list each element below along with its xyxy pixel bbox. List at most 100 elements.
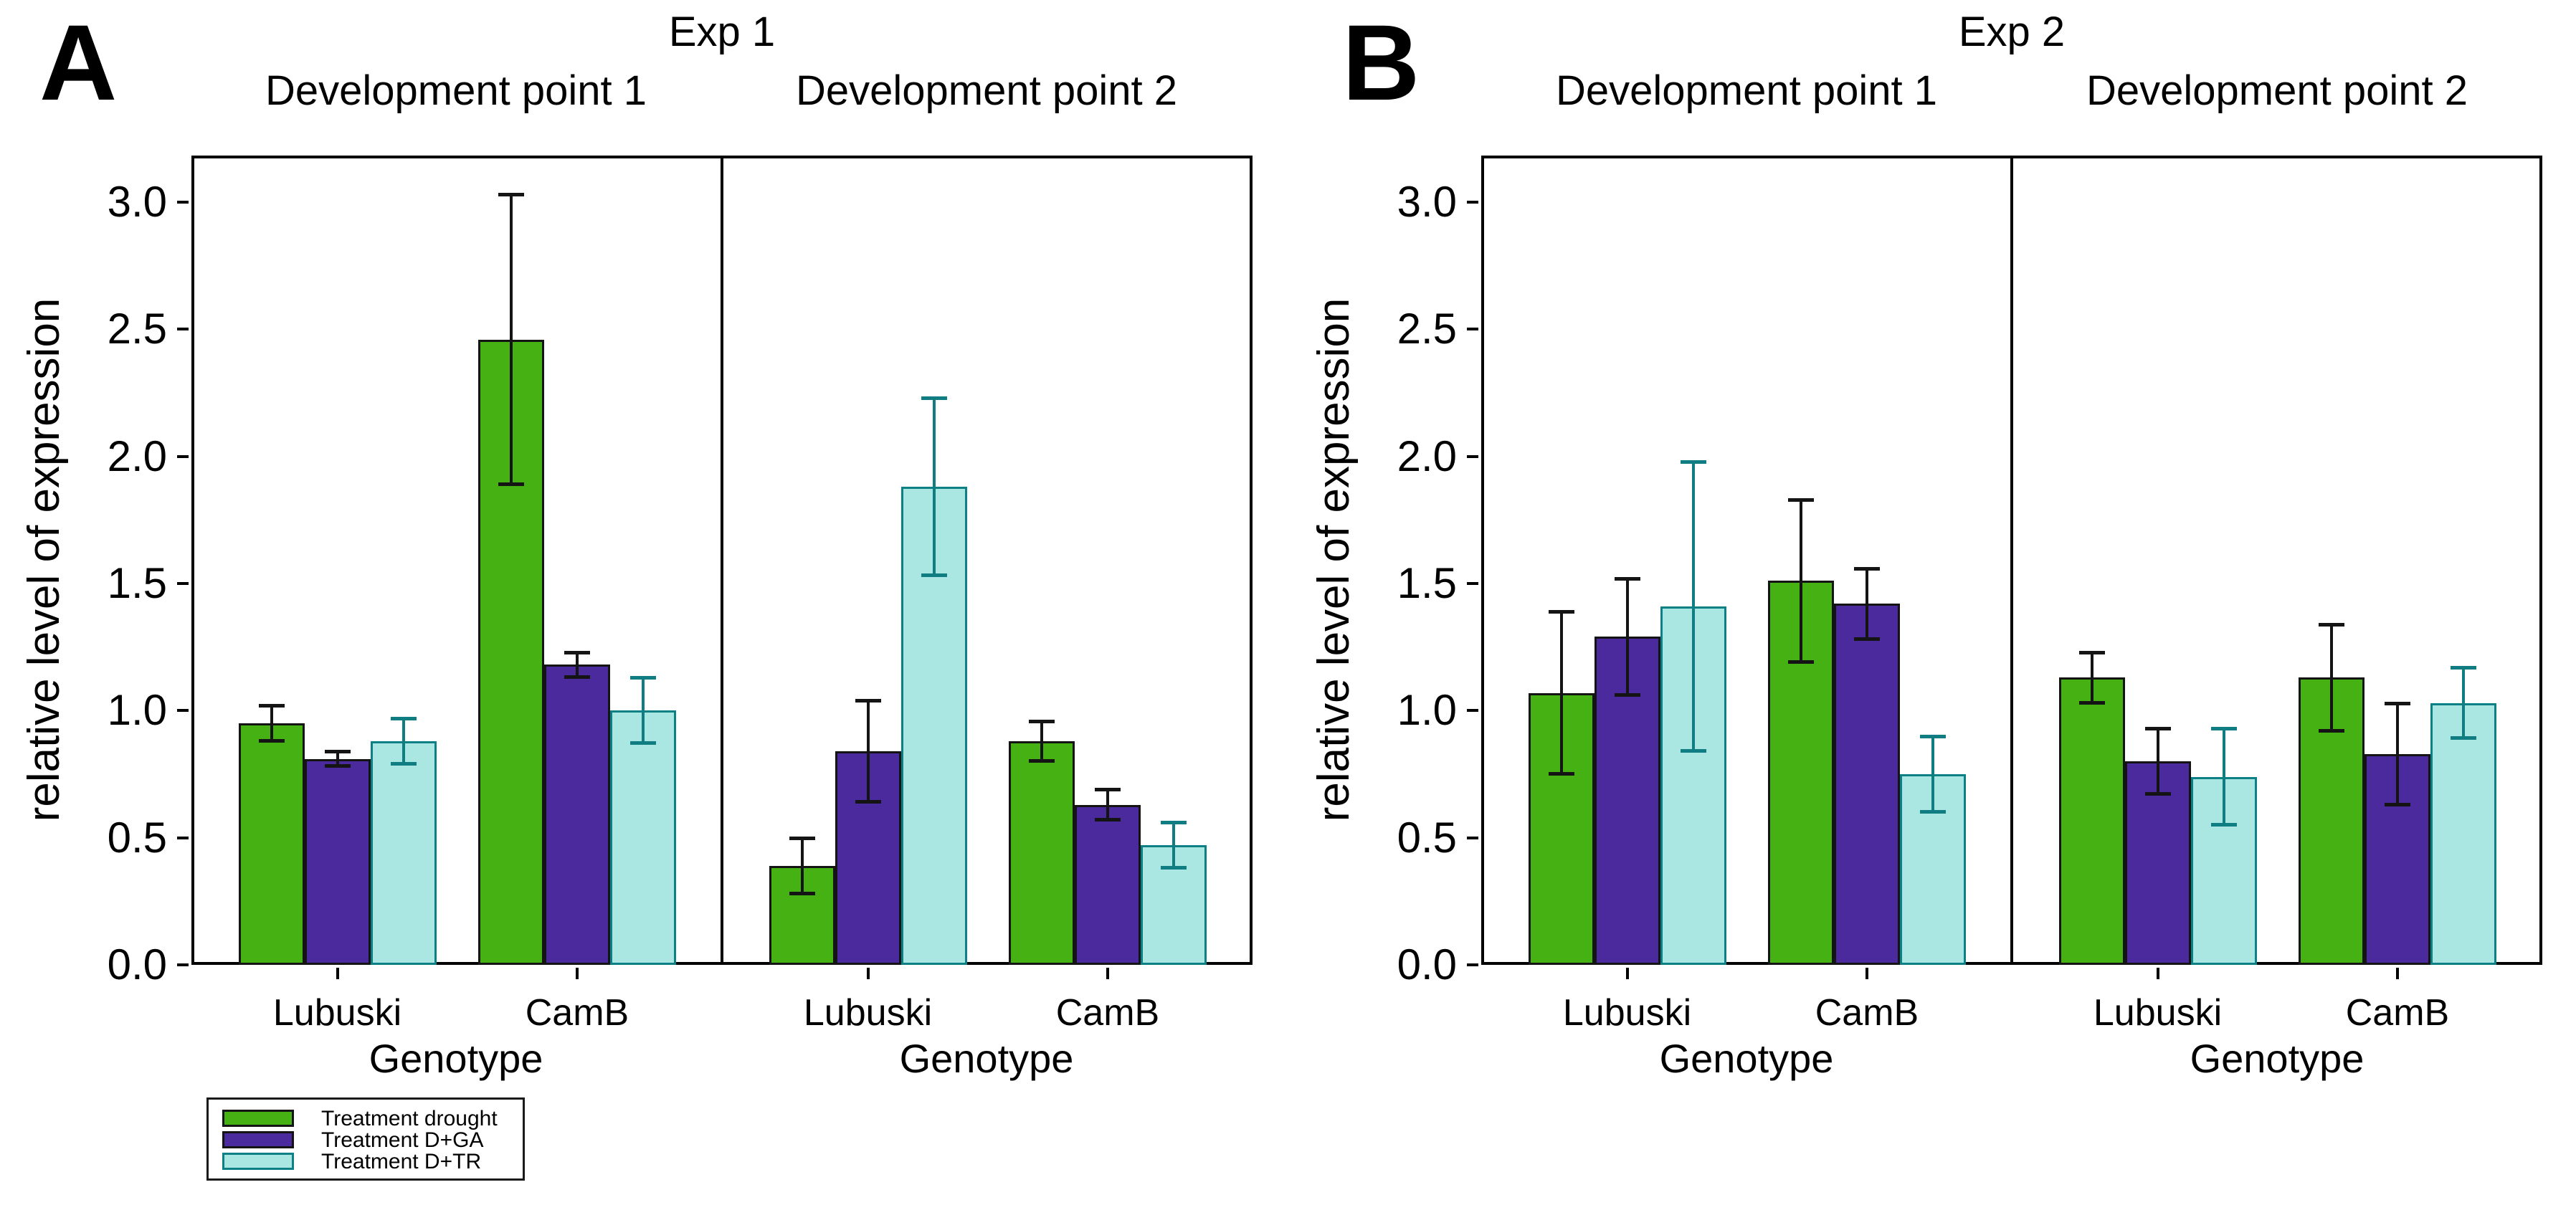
error-cap-top-exp1-dev2-camb-drought [1028, 719, 1055, 723]
error-cap-top-exp1-dev1-camb-drought [498, 193, 524, 197]
error-bar-exp2-dev1-camb-dtr [1931, 735, 1934, 813]
error-bar-exp2-dev1-camb-drought [1799, 499, 1802, 662]
bar-exp2-dev2-lubuski-drought [2058, 677, 2125, 965]
bar-exp1-dev1-lubuski-drought [238, 723, 305, 965]
error-bar-exp2-dev1-lubuski-drought [1559, 611, 1563, 774]
panel-b-facet2-x-axis-label: Genotype [2190, 1036, 2364, 1081]
error-cap-top-exp1-dev1-camb-dtr [629, 676, 656, 680]
error-bar-exp1-dev2-lubuski-dtr [932, 398, 936, 576]
bar-exp2-dev1-lubuski-drought [1528, 692, 1594, 965]
error-cap-top-exp1-dev1-lubuski-dga [324, 750, 351, 754]
bar-exp2-dev2-lubuski-dtr [2190, 776, 2257, 965]
error-cap-bottom-exp1-dev1-lubuski-drought [258, 738, 285, 743]
y-tick-label-exp2-0.0: 0.0 [1397, 940, 1457, 989]
x-category-label-exp1-dev1-camb: CamB [525, 992, 629, 1034]
legend-label-2: Treatment D+GA [321, 1128, 484, 1152]
error-cap-top-exp2-dev2-lubuski-dtr [2210, 727, 2237, 731]
error-cap-top-exp1-dev1-lubuski-dtr [390, 716, 417, 720]
y-tick-mark-exp2-3.0 [1467, 200, 1478, 204]
error-bar-exp1-dev1-camb-drought [509, 194, 513, 485]
error-cap-bottom-exp2-dev1-lubuski-drought [1548, 771, 1574, 776]
y-tick-label-exp2-0.5: 0.5 [1397, 813, 1457, 862]
x-category-label-exp2-dev2-lubuski: Lubuski [2093, 992, 2223, 1034]
error-bar-exp1-dev1-lubuski-dtr [401, 718, 405, 764]
error-bar-exp2-dev1-camb-dga [1865, 568, 1868, 639]
error-cap-top-exp2-dev2-camb-dga [2384, 701, 2410, 705]
error-cap-bottom-exp2-dev2-lubuski-dga [2144, 792, 2171, 796]
error-cap-top-exp1-dev1-camb-dga [564, 650, 590, 654]
bar-exp2-dev1-camb-dga [1833, 604, 1900, 965]
error-cap-top-exp1-dev2-camb-dtr [1160, 821, 1187, 825]
y-tick-mark-exp2-2.5 [1467, 328, 1478, 331]
legend: Treatment drought Treatment D+GA Treatment… [206, 1097, 525, 1181]
error-cap-bottom-exp2-dev2-camb-drought [2318, 728, 2344, 733]
legend-entry-1: Treatment drought [209, 1108, 523, 1130]
error-cap-top-exp1-dev2-lubuski-dga [855, 699, 881, 703]
bar-exp1-dev2-camb-dga [1074, 804, 1141, 965]
x-tick-mark-exp2-dev2-camb [2395, 968, 2399, 979]
error-cap-top-exp2-dev2-lubuski-dga [2144, 727, 2171, 731]
x-category-label-exp2-dev1-lubuski: Lubuski [1562, 992, 1692, 1034]
panel-b-facet1-x-axis-label: Genotype [1659, 1036, 1834, 1081]
x-tick-mark-exp1-dev1-lubuski [336, 968, 339, 979]
y-tick-mark-exp2-0.0 [1467, 963, 1478, 966]
error-cap-bottom-exp1-dev1-camb-dtr [629, 741, 656, 746]
error-cap-top-exp1-dev1-lubuski-drought [258, 704, 285, 708]
error-bar-exp2-dev1-lubuski-dga [1625, 578, 1629, 696]
error-cap-bottom-exp1-dev2-camb-dga [1094, 817, 1121, 821]
facet-divider-exp2 [2010, 156, 2013, 965]
bar-exp1-dev1-lubuski-dga [304, 758, 371, 965]
x-category-label-exp1-dev2-lubuski: Lubuski [803, 992, 933, 1034]
legend-swatch-3 [222, 1153, 294, 1170]
x-tick-mark-exp1-dev1-camb [575, 968, 579, 979]
bar-exp2-dev2-camb-dtr [2430, 702, 2496, 965]
x-tick-mark-exp2-dev2-lubuski [2156, 968, 2159, 979]
y-tick-label-exp1-1.0: 1.0 [107, 686, 167, 735]
error-cap-top-exp1-dev2-lubuski-drought [789, 836, 815, 840]
error-cap-bottom-exp1-dev2-lubuski-dtr [921, 573, 947, 578]
error-cap-bottom-exp1-dev1-camb-drought [498, 482, 524, 486]
error-cap-bottom-exp2-dev2-camb-dtr [2450, 736, 2476, 740]
bar-exp1-dev1-camb-dga [543, 665, 610, 965]
error-bar-exp2-dev1-lubuski-dtr [1691, 461, 1695, 752]
y-tick-label-exp2-1.0: 1.0 [1397, 686, 1457, 735]
panel-a-facet1-x-axis-label: Genotype [369, 1036, 543, 1081]
error-cap-bottom-exp1-dev1-lubuski-dtr [390, 761, 417, 766]
error-cap-top-exp2-dev2-camb-dtr [2450, 666, 2476, 670]
y-tick-mark-exp2-0.5 [1467, 836, 1478, 839]
error-bar-exp2-dev2-camb-drought [2329, 624, 2333, 731]
y-tick-label-exp2-1.5: 1.5 [1397, 558, 1457, 607]
error-bar-exp1-dev2-lubuski-dga [866, 700, 870, 802]
panel-a-letter: A [39, 2, 118, 123]
y-tick-label-exp1-0.5: 0.5 [107, 813, 167, 862]
panel-a-facet2-x-axis-label: Genotype [899, 1036, 1074, 1081]
error-cap-bottom-exp1-dev2-lubuski-dga [855, 800, 881, 804]
error-bar-exp1-dev2-camb-drought [1040, 720, 1043, 762]
x-category-label-exp2-dev1-camb: CamB [1815, 992, 1919, 1034]
y-tick-label-exp2-2.0: 2.0 [1397, 432, 1457, 480]
error-cap-top-exp2-dev2-camb-drought [2318, 622, 2344, 627]
error-bar-exp2-dev2-lubuski-dtr [2222, 728, 2225, 825]
legend-entry-2: Treatment D+GA [209, 1130, 523, 1151]
legend-entry-3: Treatment D+TR [209, 1150, 523, 1173]
legend-label-3: Treatment D+TR [321, 1150, 482, 1173]
error-cap-bottom-exp1-dev1-camb-dga [564, 675, 590, 680]
error-bar-exp1-dev2-camb-dga [1106, 789, 1109, 820]
error-cap-bottom-exp2-dev2-camb-dga [2384, 802, 2410, 806]
error-cap-top-exp1-dev2-camb-dga [1094, 788, 1121, 792]
panel-b-letter: B [1342, 2, 1420, 123]
y-tick-label-exp1-1.5: 1.5 [107, 558, 167, 607]
y-tick-mark-exp1-0.5 [177, 836, 189, 839]
legend-swatch-1 [222, 1110, 294, 1127]
panel-b-facet1-title: Development point 1 [1556, 67, 1937, 114]
bar-exp1-dev1-lubuski-dtr [370, 740, 437, 965]
error-bar-exp1-dev1-lubuski-drought [270, 705, 273, 741]
x-category-label-exp1-dev2-camb: CamB [1055, 992, 1160, 1034]
error-cap-top-exp2-dev1-lubuski-dtr [1680, 459, 1706, 464]
x-tick-mark-exp2-dev1-camb [1865, 968, 1868, 979]
error-cap-top-exp1-dev2-lubuski-dtr [921, 396, 947, 401]
y-tick-mark-exp2-1.5 [1467, 581, 1478, 585]
y-tick-mark-exp2-1.0 [1467, 709, 1478, 713]
error-bar-exp2-dev2-lubuski-drought [2090, 652, 2093, 703]
error-cap-top-exp2-dev1-camb-dtr [1919, 734, 1946, 738]
